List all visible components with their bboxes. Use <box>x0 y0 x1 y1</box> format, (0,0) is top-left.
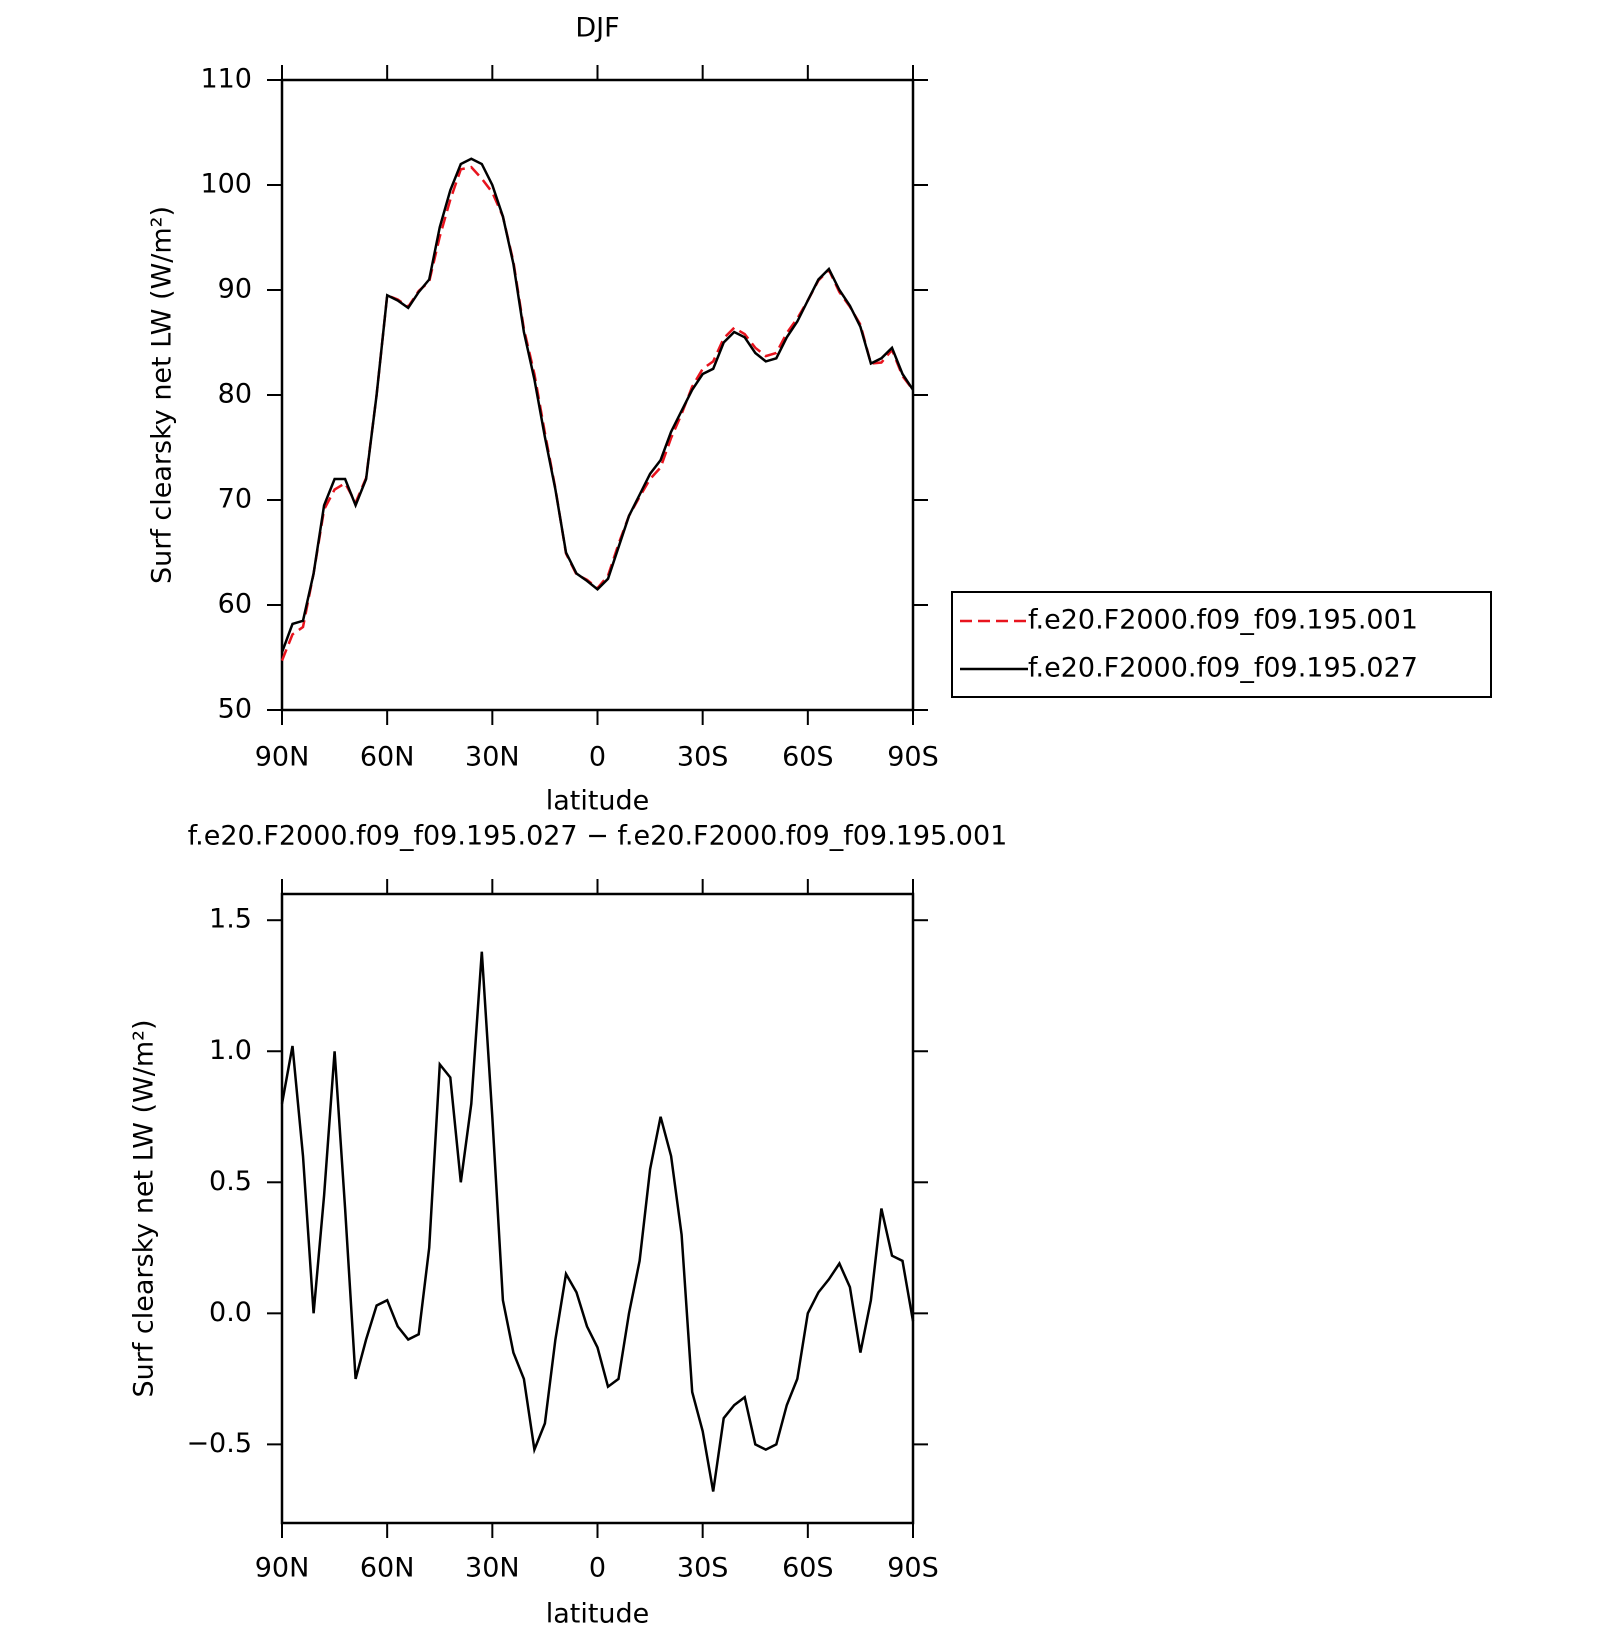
data-line <box>280 157 915 653</box>
legend-label: f.e20.F2000.f09_f09.195.027 <box>1028 653 1418 684</box>
x-tick-label: 60S <box>782 742 834 773</box>
x-tick-label: 90N <box>255 742 310 773</box>
legend-label: f.e20.F2000.f09_f09.195.001 <box>1028 605 1418 636</box>
y-tick-label: 1.0 <box>209 1035 252 1066</box>
chart-title: DJF <box>575 13 619 44</box>
y-tick-label: 50 <box>218 694 252 725</box>
y-tick-label: 90 <box>218 274 252 305</box>
x-tick-label: 60N <box>360 742 415 773</box>
y-axis-label: Surf clearsky net LW (W/m²) <box>147 206 178 584</box>
y-tick-label: 70 <box>218 484 252 515</box>
x-tick-label: 30N <box>465 742 520 773</box>
x-tick-label: 60S <box>782 1553 834 1584</box>
plot-frame <box>280 78 915 712</box>
y-axis-label: Surf clearsky net LW (W/m²) <box>129 1019 160 1397</box>
x-tick-label: 90N <box>255 1553 310 1584</box>
plot-frame <box>280 892 915 1525</box>
legend-box <box>951 591 1492 698</box>
x-tick-label: 90S <box>887 742 939 773</box>
x-tick-label: 0 <box>589 1553 606 1584</box>
x-tick-label: 0 <box>589 742 606 773</box>
data-line <box>280 165 914 662</box>
x-axis-label: latitude <box>546 786 650 817</box>
x-tick-label: 60N <box>360 1553 415 1584</box>
x-tick-label: 30S <box>677 742 729 773</box>
y-tick-label: 80 <box>218 379 252 410</box>
y-tick-label: 0.0 <box>209 1297 252 1328</box>
x-tick-label: 30N <box>465 1553 520 1584</box>
y-tick-label: 100 <box>200 169 252 200</box>
y-tick-label: 110 <box>200 64 252 95</box>
y-tick-label: −0.5 <box>186 1428 252 1459</box>
y-tick-label: 60 <box>218 589 252 620</box>
x-axis-label: latitude <box>546 1599 650 1630</box>
x-tick-label: 90S <box>887 1553 939 1584</box>
data-line <box>280 951 915 1492</box>
y-tick-label: 0.5 <box>209 1166 252 1197</box>
x-tick-label: 30S <box>677 1553 729 1584</box>
chart-title: f.e20.F2000.f09_f09.195.027 − f.e20.F200… <box>188 821 1008 852</box>
y-tick-label: 1.5 <box>209 904 252 935</box>
